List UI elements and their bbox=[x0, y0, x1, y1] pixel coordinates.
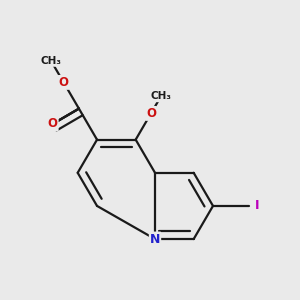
Text: CH₃: CH₃ bbox=[40, 56, 61, 66]
Text: O: O bbox=[58, 76, 69, 89]
Text: N: N bbox=[150, 232, 160, 246]
Text: I: I bbox=[254, 200, 259, 212]
Text: CH₃: CH₃ bbox=[150, 92, 171, 101]
Text: O: O bbox=[146, 107, 156, 120]
Text: O: O bbox=[48, 117, 58, 130]
